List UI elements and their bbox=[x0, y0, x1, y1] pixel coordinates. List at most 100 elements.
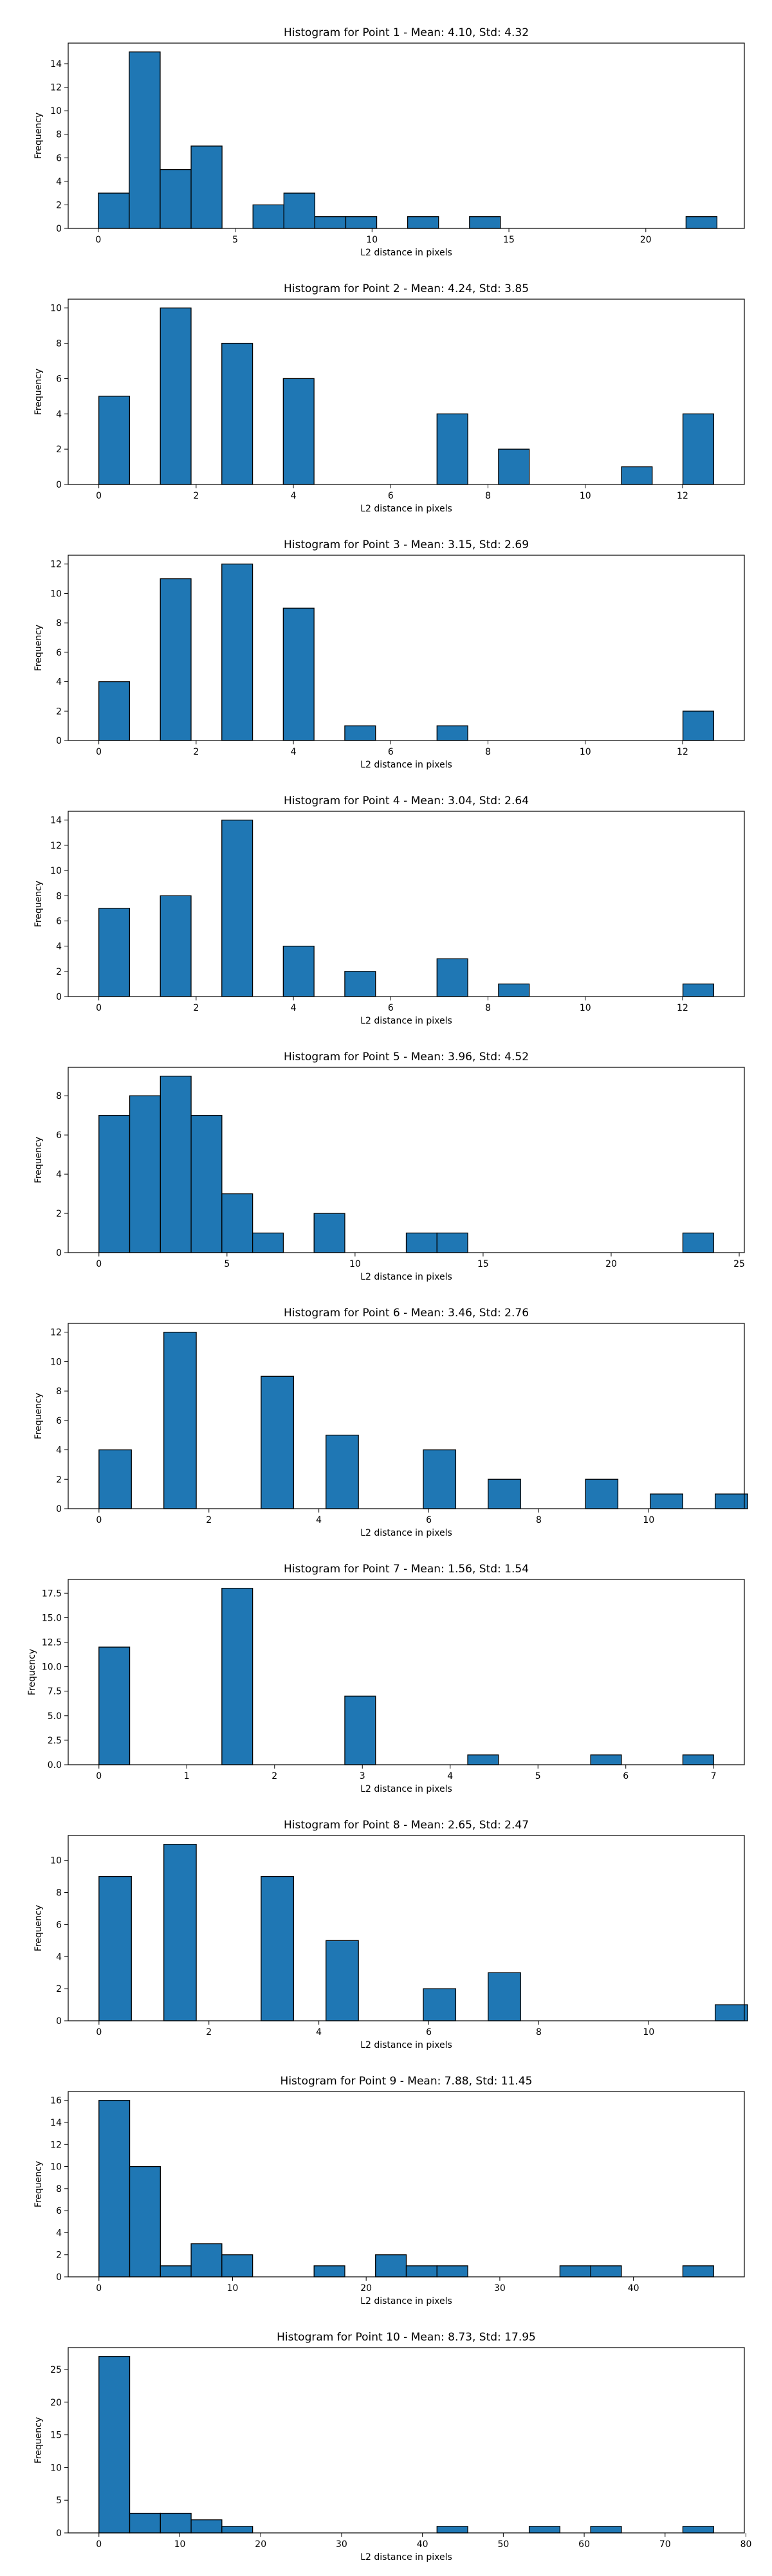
y-tick-label: 6 bbox=[56, 374, 62, 384]
histogram-bar bbox=[715, 1493, 748, 1509]
y-tick-label: 10 bbox=[50, 106, 62, 116]
histogram-bar bbox=[282, 378, 315, 485]
x-tick-label: 4 bbox=[291, 747, 297, 757]
y-tick-label: 12 bbox=[50, 83, 62, 93]
y-tick-label: 0 bbox=[56, 2016, 62, 2027]
plot-frame bbox=[68, 811, 745, 997]
y-tick-label: 4 bbox=[56, 1952, 62, 1962]
histogram-bar bbox=[436, 958, 468, 997]
histogram-bar bbox=[252, 204, 284, 229]
histogram-bar bbox=[326, 1435, 359, 1509]
histogram-bar bbox=[98, 2100, 131, 2277]
y-tick-label: 2 bbox=[56, 1475, 62, 1485]
x-axis-label: L2 distance in pixels bbox=[360, 1016, 452, 1026]
x-tick-label: 20 bbox=[255, 2539, 266, 2550]
histogram-bar bbox=[98, 192, 130, 229]
y-tick-label: 0 bbox=[56, 2528, 62, 2539]
y-tick-label: 6 bbox=[56, 1920, 62, 1930]
x-tick-label: 30 bbox=[494, 2283, 506, 2294]
x-tick-label: 12 bbox=[677, 491, 688, 501]
x-axis-label: L2 distance in pixels bbox=[360, 2296, 452, 2306]
x-tick-label: 30 bbox=[336, 2539, 347, 2550]
histogram-bar bbox=[682, 983, 715, 997]
chart-panel-4: Histogram for Point 4 - Mean: 3.04, Std:… bbox=[33, 795, 745, 1026]
x-tick-label: 10 bbox=[580, 491, 591, 501]
x-tick-label: 2 bbox=[206, 1515, 212, 1525]
y-tick-label: 25 bbox=[50, 2365, 62, 2375]
histogram-bar bbox=[160, 308, 192, 485]
y-tick-label: 0.0 bbox=[48, 1760, 62, 1771]
chart-title: Histogram for Point 7 - Mean: 1.56, Std:… bbox=[284, 1563, 529, 1576]
plot-frame bbox=[68, 299, 745, 485]
histogram-bar bbox=[590, 2526, 622, 2534]
y-tick-label: 4 bbox=[56, 1446, 62, 1456]
chart-panel-9: Histogram for Point 9 - Mean: 7.88, Std:… bbox=[33, 2075, 745, 2306]
chart-panel-6: Histogram for Point 6 - Mean: 3.46, Std:… bbox=[33, 1307, 748, 1538]
x-axis-label: L2 distance in pixels bbox=[360, 248, 452, 258]
histogram-bar bbox=[221, 564, 253, 741]
y-tick-label: 2 bbox=[56, 445, 62, 455]
histogram-bar bbox=[585, 1478, 619, 1509]
chart-title: Histogram for Point 4 - Mean: 3.04, Std:… bbox=[284, 795, 529, 807]
x-axis-label: L2 distance in pixels bbox=[360, 1784, 452, 1794]
histogram-bar bbox=[98, 2356, 131, 2534]
chart-panel-2: Histogram for Point 2 - Mean: 4.24, Std:… bbox=[33, 282, 745, 514]
y-axis-label: Frequency bbox=[33, 2417, 44, 2463]
histogram-bar bbox=[685, 216, 718, 229]
x-tick-label: 0 bbox=[96, 2283, 102, 2294]
histogram-bar bbox=[559, 2265, 591, 2277]
histogram-bar bbox=[252, 1232, 284, 1253]
histogram-bar bbox=[190, 2519, 223, 2534]
plot-frame bbox=[68, 42, 745, 229]
y-tick-label: 8 bbox=[56, 618, 62, 629]
y-tick-label: 20 bbox=[50, 2398, 62, 2408]
plot-frame bbox=[68, 1323, 745, 1509]
histogram-bar bbox=[129, 51, 161, 229]
histogram-bar bbox=[221, 2254, 253, 2277]
y-tick-label: 4 bbox=[56, 177, 62, 187]
y-tick-label: 8 bbox=[56, 1386, 62, 1397]
y-tick-label: 14 bbox=[50, 816, 62, 826]
histogram-bar bbox=[405, 1232, 437, 1253]
y-tick-label: 2 bbox=[56, 706, 62, 717]
y-tick-label: 0 bbox=[56, 736, 62, 746]
y-tick-label: 10 bbox=[50, 2463, 62, 2473]
histogram-bar bbox=[423, 1988, 457, 2021]
x-axis-label: L2 distance in pixels bbox=[360, 1272, 452, 1282]
y-tick-label: 8 bbox=[56, 130, 62, 140]
x-tick-label: 4 bbox=[447, 1771, 453, 1781]
y-tick-label: 5 bbox=[56, 2496, 62, 2506]
x-tick-label: 1 bbox=[184, 1771, 190, 1781]
y-tick-label: 2 bbox=[56, 2250, 62, 2261]
histogram-bar bbox=[190, 1115, 223, 1253]
chart-title: Histogram for Point 1 - Mean: 4.10, Std:… bbox=[284, 26, 529, 39]
histogram-bar bbox=[715, 2004, 748, 2021]
histogram-bar bbox=[98, 908, 131, 997]
histogram-bar bbox=[221, 820, 253, 997]
x-tick-label: 8 bbox=[485, 747, 491, 757]
histogram-bar bbox=[98, 396, 131, 485]
y-tick-label: 4 bbox=[56, 677, 62, 688]
histogram-bar bbox=[621, 466, 653, 485]
y-axis-label: Frequency bbox=[33, 625, 44, 671]
x-tick-label: 0 bbox=[96, 491, 102, 501]
x-tick-label: 4 bbox=[316, 2027, 322, 2038]
histogram-bar bbox=[314, 216, 347, 229]
y-tick-label: 4 bbox=[56, 409, 62, 419]
histogram-bar bbox=[682, 710, 715, 741]
x-tick-label: 6 bbox=[623, 1771, 629, 1781]
x-tick-label: 0 bbox=[96, 2539, 102, 2550]
y-tick-label: 8 bbox=[56, 2184, 62, 2194]
histogram-bar bbox=[436, 725, 468, 741]
histogram-bar bbox=[345, 216, 378, 229]
y-tick-label: 0 bbox=[56, 992, 62, 1002]
histogram-bar bbox=[528, 2526, 561, 2534]
y-tick-label: 12.5 bbox=[42, 1638, 62, 1648]
x-tick-label: 2 bbox=[206, 2027, 212, 2038]
x-tick-label: 40 bbox=[628, 2283, 639, 2294]
x-tick-label: 50 bbox=[497, 2539, 509, 2550]
x-tick-label: 25 bbox=[733, 1259, 745, 1269]
y-tick-label: 0 bbox=[56, 224, 62, 234]
histogram-bar bbox=[488, 1478, 521, 1509]
